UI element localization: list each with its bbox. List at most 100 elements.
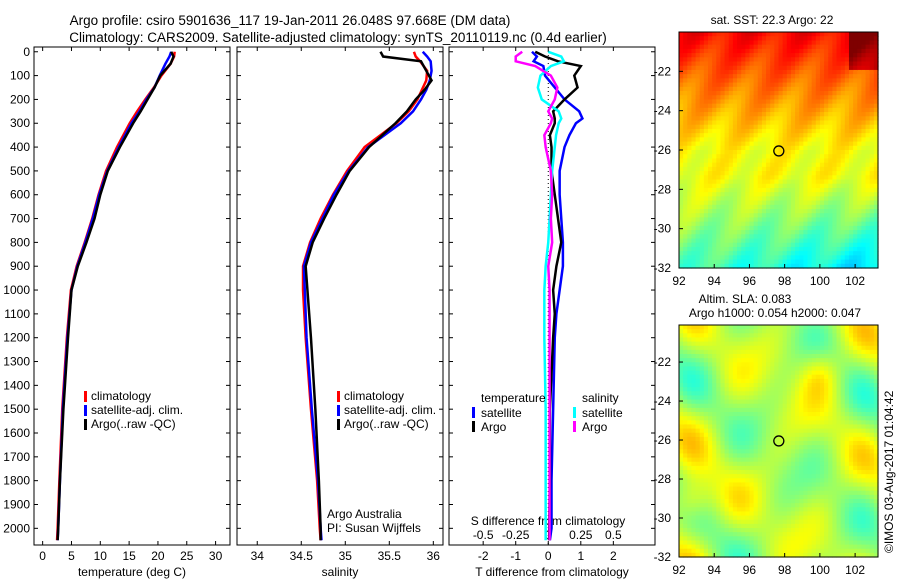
map-cell	[803, 137, 809, 143]
map-cell	[708, 412, 713, 417]
map-cell	[828, 263, 833, 269]
map-cell	[770, 44, 775, 50]
map-cell	[795, 36, 800, 42]
map-cell	[691, 44, 697, 50]
map-cell	[819, 519, 825, 525]
map-cell	[712, 528, 717, 533]
map-cell	[803, 171, 809, 176]
map-cell	[683, 86, 688, 92]
map-cell	[795, 482, 800, 488]
map-cell	[732, 470, 738, 475]
map-cell	[782, 57, 788, 63]
map-cell	[695, 103, 701, 109]
map-cell	[778, 57, 784, 63]
y-tick-label: 300	[10, 116, 30, 130]
map-cell	[703, 374, 709, 380]
map-cell	[848, 251, 854, 256]
map-cell	[778, 32, 784, 37]
map-cell	[699, 133, 705, 138]
map-cell	[832, 175, 838, 181]
legend-swatch	[337, 405, 340, 416]
map-cell	[732, 441, 738, 446]
map-cell	[687, 242, 693, 248]
map-cell	[737, 74, 742, 79]
map-cell	[732, 403, 738, 409]
map-cell	[699, 32, 705, 37]
map-cell	[815, 251, 821, 256]
map-cell	[679, 532, 684, 537]
map-cell	[691, 349, 697, 355]
map-cell	[732, 99, 738, 105]
map-cell	[799, 238, 804, 244]
map-cell	[865, 150, 871, 155]
map-cell	[807, 209, 813, 214]
map-cell	[795, 453, 800, 459]
map-cell	[799, 221, 804, 227]
map-cell	[824, 221, 829, 227]
map-cell	[778, 432, 784, 438]
map-cell	[832, 242, 838, 248]
map-cell	[832, 48, 838, 54]
map-cell	[799, 432, 804, 438]
map-cell	[790, 103, 796, 109]
map-cell	[873, 259, 879, 265]
map-cell	[687, 482, 693, 488]
map-cell	[724, 407, 730, 413]
map-cell	[691, 441, 697, 446]
map-cell	[807, 65, 813, 71]
map-cell	[815, 528, 821, 533]
map-cell	[803, 548, 809, 554]
map-cell	[695, 337, 701, 343]
map-cell	[761, 204, 767, 210]
map-cell	[687, 128, 693, 134]
map-cell	[819, 246, 825, 252]
map-cell	[786, 362, 792, 368]
map-cell	[836, 112, 842, 117]
map-cell	[799, 183, 804, 189]
map-cell	[699, 213, 705, 219]
map-cell	[753, 141, 759, 147]
map-cell	[712, 416, 717, 421]
map-cell	[774, 532, 780, 537]
map-cell	[757, 445, 763, 450]
map-cell	[728, 486, 734, 492]
map-cell	[737, 78, 742, 84]
map-cell	[691, 259, 697, 265]
map-cell	[861, 175, 867, 181]
map-cell	[761, 399, 767, 405]
map-cell	[869, 141, 875, 147]
map-cell	[782, 107, 788, 113]
map-cell	[712, 103, 717, 109]
map-cell	[803, 91, 809, 96]
map-cell	[774, 552, 780, 558]
map-cell	[770, 358, 775, 363]
map-cell	[786, 166, 792, 172]
map-cell	[716, 213, 722, 219]
map-cell	[708, 238, 713, 244]
map-cell	[753, 234, 759, 240]
map-cell	[695, 552, 701, 558]
map-cell	[799, 40, 804, 46]
map-cell	[699, 209, 705, 214]
map-cell	[708, 175, 713, 181]
map-cell	[757, 69, 763, 75]
map-cell	[861, 171, 867, 176]
map-cell	[703, 412, 709, 417]
map-cell	[815, 230, 821, 235]
map-cell	[815, 341, 821, 347]
map-cell	[757, 36, 763, 42]
map-cell	[741, 128, 746, 134]
map-cell	[873, 137, 879, 143]
map-cell	[869, 86, 875, 92]
map-cell	[795, 217, 800, 223]
map-cell	[811, 120, 817, 126]
map-cell	[811, 490, 817, 496]
map-cell	[720, 86, 726, 92]
map-cell	[695, 137, 701, 143]
map-cell	[786, 337, 792, 343]
map-cell	[749, 536, 755, 542]
map-cell	[761, 112, 767, 117]
map-cell	[766, 200, 771, 206]
map-cell	[732, 395, 738, 401]
map-cell	[766, 255, 771, 261]
